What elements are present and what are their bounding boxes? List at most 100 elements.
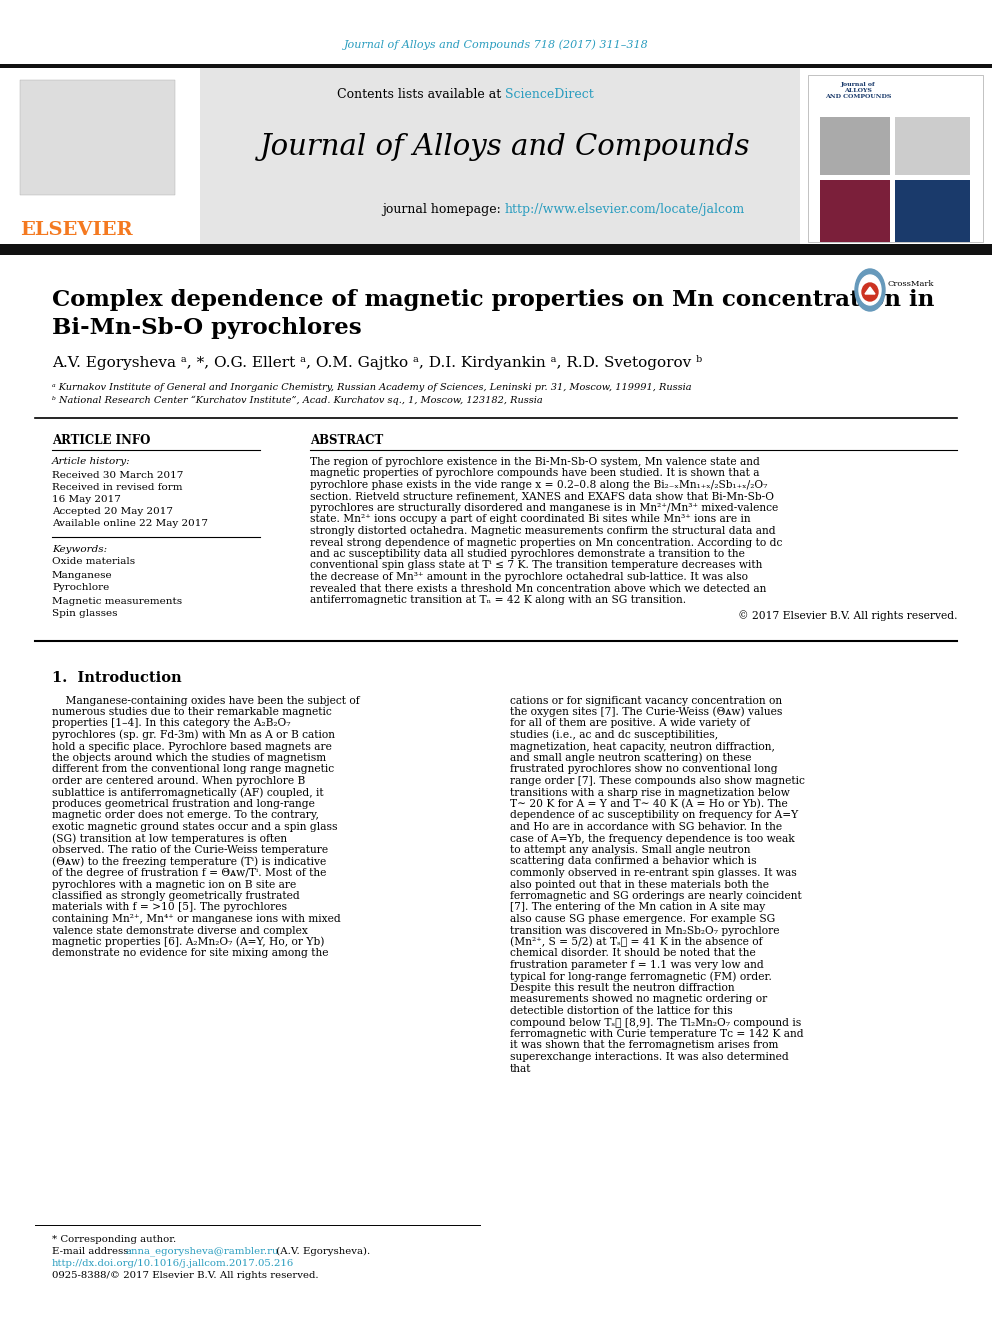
Text: superexchange interactions. It was also determined: superexchange interactions. It was also … bbox=[510, 1052, 789, 1062]
Text: anna_egorysheva@rambler.ru: anna_egorysheva@rambler.ru bbox=[125, 1246, 279, 1256]
Text: (SG) transition at low temperatures is often: (SG) transition at low temperatures is o… bbox=[52, 833, 287, 844]
Text: commonly observed in re-entrant spin glasses. It was: commonly observed in re-entrant spin gla… bbox=[510, 868, 797, 878]
Bar bbox=[200, 67, 820, 245]
Text: frustration parameter f = 1.1 was very low and: frustration parameter f = 1.1 was very l… bbox=[510, 960, 764, 970]
Text: conventional spin glass state at Tⁱ ≤ 7 K. The transition temperature decreases : conventional spin glass state at Tⁱ ≤ 7 … bbox=[310, 561, 763, 570]
Text: and small angle neutron scattering) on these: and small angle neutron scattering) on t… bbox=[510, 753, 752, 763]
Text: Manganese-containing oxides have been the subject of: Manganese-containing oxides have been th… bbox=[52, 696, 360, 705]
Text: to attempt any analysis. Small angle neutron: to attempt any analysis. Small angle neu… bbox=[510, 845, 751, 855]
Text: Spin glasses: Spin glasses bbox=[52, 610, 117, 618]
Text: dependence of ac susceptibility on frequency for A=Y: dependence of ac susceptibility on frequ… bbox=[510, 811, 799, 820]
Text: Available online 22 May 2017: Available online 22 May 2017 bbox=[52, 519, 208, 528]
Text: Accepted 20 May 2017: Accepted 20 May 2017 bbox=[52, 507, 173, 516]
Text: antiferromagnetic transition at Tₙ = 42 K along with an SG transition.: antiferromagnetic transition at Tₙ = 42 … bbox=[310, 595, 686, 605]
Text: Journal of Alloys and Compounds: Journal of Alloys and Compounds bbox=[260, 134, 750, 161]
Ellipse shape bbox=[862, 283, 878, 302]
Text: pyrochlore phase exists in the vide range x = 0.2–0.8 along the Bi₂₋ₓMn₁₊ₓ/₂Sb₁₊: pyrochlore phase exists in the vide rang… bbox=[310, 480, 768, 490]
Text: for all of them are positive. A wide variety of: for all of them are positive. A wide var… bbox=[510, 718, 750, 729]
Text: transition was discovered in Mn₂Sb₂O₇ pyrochlore: transition was discovered in Mn₂Sb₂O₇ py… bbox=[510, 926, 780, 935]
Text: Received in revised form: Received in revised form bbox=[52, 483, 183, 492]
Text: * Corresponding author.: * Corresponding author. bbox=[52, 1234, 177, 1244]
Text: and Ho are in accordance with SG behavior. In the: and Ho are in accordance with SG behavio… bbox=[510, 822, 782, 832]
Bar bbox=[0, 67, 200, 245]
Polygon shape bbox=[865, 287, 875, 294]
Bar bbox=[0, 64, 992, 67]
Text: ᵃ Kurnakov Institute of General and Inorganic Chemistry, Russian Academy of Scie: ᵃ Kurnakov Institute of General and Inor… bbox=[52, 384, 691, 393]
Text: and ac susceptibility data all studied pyrochlores demonstrate a transition to t: and ac susceptibility data all studied p… bbox=[310, 549, 745, 560]
Text: 16 May 2017: 16 May 2017 bbox=[52, 495, 121, 504]
Text: demonstrate no evidence for site mixing among the: demonstrate no evidence for site mixing … bbox=[52, 949, 328, 958]
Text: reveal strong dependence of magnetic properties on Mn concentration. According t: reveal strong dependence of magnetic pro… bbox=[310, 537, 783, 548]
Text: Journal of
ALLOYS
AND COMPOUNDS: Journal of ALLOYS AND COMPOUNDS bbox=[824, 82, 891, 99]
Text: measurements showed no magnetic ordering or: measurements showed no magnetic ordering… bbox=[510, 995, 767, 1004]
Text: strongly distorted octahedra. Magnetic measurements confirm the structural data : strongly distorted octahedra. Magnetic m… bbox=[310, 527, 776, 536]
Text: the objects around which the studies of magnetism: the objects around which the studies of … bbox=[52, 753, 326, 763]
Text: Journal of Alloys and Compounds 718 (2017) 311–318: Journal of Alloys and Compounds 718 (201… bbox=[343, 40, 649, 50]
Bar bbox=[895, 116, 970, 175]
Text: ferromagnetic and SG orderings are nearly coincident: ferromagnetic and SG orderings are nearl… bbox=[510, 890, 802, 901]
Text: Bi-Mn-Sb-O pyrochlores: Bi-Mn-Sb-O pyrochlores bbox=[52, 318, 362, 339]
Text: magnetic order does not emerge. To the contrary,: magnetic order does not emerge. To the c… bbox=[52, 811, 318, 820]
Text: Manganese: Manganese bbox=[52, 570, 113, 579]
Text: Article history:: Article history: bbox=[52, 458, 131, 467]
Text: produces geometrical frustration and long-range: produces geometrical frustration and lon… bbox=[52, 799, 314, 808]
Text: Pyrochlore: Pyrochlore bbox=[52, 583, 109, 593]
Text: Despite this result the neutron diffraction: Despite this result the neutron diffract… bbox=[510, 983, 735, 994]
Text: typical for long-range ferromagnetic (FM) order.: typical for long-range ferromagnetic (FM… bbox=[510, 971, 772, 982]
Text: different from the conventional long range magnetic: different from the conventional long ran… bbox=[52, 765, 334, 774]
Text: chemical disorder. It should be noted that the: chemical disorder. It should be noted th… bbox=[510, 949, 756, 958]
Text: properties [1–4]. In this category the A₂B₂O₇: properties [1–4]. In this category the A… bbox=[52, 718, 291, 729]
Text: ABSTRACT: ABSTRACT bbox=[310, 434, 383, 446]
Text: case of A=Yb, the frequency dependence is too weak: case of A=Yb, the frequency dependence i… bbox=[510, 833, 795, 844]
Text: http://www.elsevier.com/locate/jalcom: http://www.elsevier.com/locate/jalcom bbox=[505, 204, 745, 217]
Text: CrossMark: CrossMark bbox=[888, 280, 934, 288]
Text: of the degree of frustration f = Θᴀᴡ/Tⁱ. Most of the: of the degree of frustration f = Θᴀᴡ/Tⁱ.… bbox=[52, 868, 326, 878]
Text: order are centered around. When pyrochlore B: order are centered around. When pyrochlo… bbox=[52, 777, 306, 786]
Text: The region of pyrochlore existence in the Bi-Mn-Sb-O system, Mn valence state an: The region of pyrochlore existence in th… bbox=[310, 456, 760, 467]
Text: 1.  Introduction: 1. Introduction bbox=[52, 672, 182, 685]
Text: Complex dependence of magnetic properties on Mn concentration in: Complex dependence of magnetic propertie… bbox=[52, 288, 934, 311]
Text: the decrease of Mn³⁺ amount in the pyrochlore octahedral sub-lattice. It was als: the decrease of Mn³⁺ amount in the pyroc… bbox=[310, 572, 748, 582]
Text: ferromagnetic with Curie temperature Tᴄ = 142 K and: ferromagnetic with Curie temperature Tᴄ … bbox=[510, 1029, 804, 1039]
Ellipse shape bbox=[859, 275, 881, 306]
Text: Contents lists available at: Contents lists available at bbox=[336, 89, 505, 102]
Text: sublattice is antiferromagnetically (AF) coupled, it: sublattice is antiferromagnetically (AF)… bbox=[52, 787, 323, 798]
Text: the oxygen sites [7]. The Curie-Weiss (Θᴀᴡ) values: the oxygen sites [7]. The Curie-Weiss (Θ… bbox=[510, 706, 783, 717]
Text: studies (i.e., ac and dc susceptibilities,: studies (i.e., ac and dc susceptibilitie… bbox=[510, 730, 718, 741]
Text: hold a specific place. Pyrochlore based magnets are: hold a specific place. Pyrochlore based … bbox=[52, 741, 332, 751]
Text: ᵇ National Research Center “Kurchatov Institute”, Acad. Kurchatov sq., 1, Moscow: ᵇ National Research Center “Kurchatov In… bbox=[52, 396, 543, 405]
Text: transitions with a sharp rise in magnetization below: transitions with a sharp rise in magneti… bbox=[510, 787, 790, 798]
Text: Received 30 March 2017: Received 30 March 2017 bbox=[52, 471, 184, 479]
Text: (Mn²⁺, S = 5/2) at Tₛᵴ = 41 K in the absence of: (Mn²⁺, S = 5/2) at Tₛᵴ = 41 K in the abs… bbox=[510, 937, 763, 947]
Text: valence state demonstrate diverse and complex: valence state demonstrate diverse and co… bbox=[52, 926, 308, 935]
Text: revealed that there exists a threshold Mn concentration above which we detected : revealed that there exists a threshold M… bbox=[310, 583, 767, 594]
Bar bbox=[820, 116, 890, 175]
Text: compound below Tₛᵴ [8,9]. The Tl₂Mn₂O₇ compound is: compound below Tₛᵴ [8,9]. The Tl₂Mn₂O₇ c… bbox=[510, 1017, 802, 1028]
Text: range order [7]. These compounds also show magnetic: range order [7]. These compounds also sh… bbox=[510, 777, 805, 786]
Text: state. Mn²⁺ ions occupy a part of eight coordinated Bi sites while Mn³⁺ ions are: state. Mn²⁺ ions occupy a part of eight … bbox=[310, 515, 751, 524]
Text: observed. The ratio of the Curie-Weiss temperature: observed. The ratio of the Curie-Weiss t… bbox=[52, 845, 328, 855]
Text: magnetic properties [6]. A₂Mn₂O₇ (A=Y, Ho, or Yb): magnetic properties [6]. A₂Mn₂O₇ (A=Y, H… bbox=[52, 937, 324, 947]
Text: Oxide materials: Oxide materials bbox=[52, 557, 135, 566]
Bar bbox=[895, 180, 970, 242]
Text: 0925-8388/© 2017 Elsevier B.V. All rights reserved.: 0925-8388/© 2017 Elsevier B.V. All right… bbox=[52, 1270, 318, 1279]
Text: ScienceDirect: ScienceDirect bbox=[505, 89, 594, 102]
Text: pyrochlores (sp. gr. Fd-3m) with Mn as A or B cation: pyrochlores (sp. gr. Fd-3m) with Mn as A… bbox=[52, 730, 335, 741]
Bar bbox=[20, 79, 175, 194]
Text: ARTICLE INFO: ARTICLE INFO bbox=[52, 434, 151, 446]
Text: also cause SG phase emergence. For example SG: also cause SG phase emergence. For examp… bbox=[510, 914, 776, 923]
Text: numerous studies due to their remarkable magnetic: numerous studies due to their remarkable… bbox=[52, 706, 331, 717]
Text: that: that bbox=[510, 1064, 532, 1073]
Bar bbox=[808, 75, 983, 242]
Text: (Θᴀᴡ) to the freezing temperature (Tⁱ) is indicative: (Θᴀᴡ) to the freezing temperature (Tⁱ) i… bbox=[52, 856, 326, 867]
Bar bbox=[820, 180, 890, 242]
Text: pyrochlores are structurally disordered and manganese is in Mn²⁺/Mn³⁺ mixed-vale: pyrochlores are structurally disordered … bbox=[310, 503, 779, 513]
Text: pyrochlores with a magnetic ion on B site are: pyrochlores with a magnetic ion on B sit… bbox=[52, 880, 297, 889]
Text: containing Mn²⁺, Mn⁴⁺ or manganese ions with mixed: containing Mn²⁺, Mn⁴⁺ or manganese ions … bbox=[52, 914, 340, 923]
Bar bbox=[800, 67, 992, 245]
Bar bbox=[0, 243, 992, 255]
Text: (A.V. Egorysheva).: (A.V. Egorysheva). bbox=[273, 1246, 370, 1256]
Text: cations or for significant vacancy concentration on: cations or for significant vacancy conce… bbox=[510, 696, 782, 705]
Text: http://dx.doi.org/10.1016/j.jallcom.2017.05.216: http://dx.doi.org/10.1016/j.jallcom.2017… bbox=[52, 1258, 295, 1267]
Text: scattering data confirmed a behavior which is: scattering data confirmed a behavior whi… bbox=[510, 856, 757, 867]
